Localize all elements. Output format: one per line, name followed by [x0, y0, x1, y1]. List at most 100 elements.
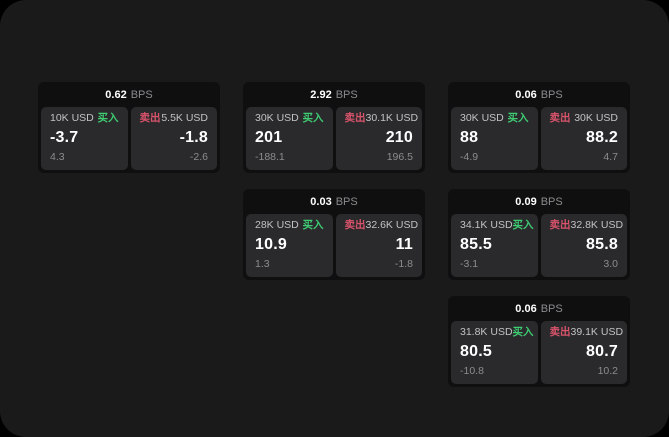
sell-quote-top-row: 卖出 32.6K USD	[344, 219, 419, 232]
quote-card-body: 34.1K USD 买入 85.5 -3.1 卖出 32.8K USD 85.8…	[448, 214, 630, 277]
quote-card: 0.06 BPS 31.8K USD 买入 80.5 -10.8 卖出 39.1…	[448, 296, 630, 387]
buy-size-label: 34.1K USD	[460, 219, 513, 231]
quote-card: 2.92 BPS 30K USD 买入 201 -188.1 卖出 30.1K …	[243, 82, 425, 173]
bps-header: 0.09 BPS	[448, 189, 630, 214]
buy-side-label: 买入	[302, 112, 324, 124]
bps-header: 0.62 BPS	[38, 82, 220, 107]
sell-price-value: 85.8	[586, 235, 618, 253]
buy-delta-value: -188.1	[255, 151, 285, 164]
sell-quote-top-row: 卖出 30.1K USD	[344, 112, 419, 125]
sell-price-value: 210	[385, 128, 413, 146]
bps-spread-value: 2.92	[310, 88, 332, 101]
buy-quote-panel[interactable]: 28K USD 买入 10.9 1.3	[246, 214, 333, 277]
sell-size-label: 5.5K USD	[161, 112, 208, 124]
sell-price-value: 80.7	[586, 342, 618, 360]
sell-quote-panel[interactable]: 卖出 30.1K USD 210 196.5	[335, 107, 422, 170]
bps-unit-label: BPS	[130, 88, 153, 101]
buy-quote-panel[interactable]: 30K USD 买入 201 -188.1	[246, 107, 333, 170]
sell-quote-panel[interactable]: 卖出 30K USD 88.2 4.7	[540, 107, 627, 170]
buy-delta-value: -3.1	[460, 258, 479, 271]
buy-price-value: -3.7	[50, 128, 79, 146]
quote-card-body: 10K USD 买入 -3.7 4.3 卖出 5.5K USD -1.8 -2.…	[38, 107, 220, 170]
sell-quote-panel[interactable]: 卖出 5.5K USD -1.8 -2.6	[130, 107, 217, 170]
buy-delta-value: 4.3	[50, 151, 65, 164]
buy-quote-top-row: 34.1K USD 买入	[460, 219, 534, 232]
quote-card-body: 30K USD 买入 88 -4.9 卖出 30K USD 88.2 4.7	[448, 107, 630, 170]
sell-delta-value: 3.0	[603, 258, 618, 271]
bps-unit-label: BPS	[540, 88, 563, 101]
sell-quote-top-row: 卖出 30K USD	[549, 112, 619, 125]
sell-side-label: 卖出	[549, 326, 571, 338]
buy-delta-value: 1.3	[255, 258, 270, 271]
buy-price-value: 201	[255, 128, 283, 146]
sell-side-label: 卖出	[549, 219, 571, 231]
buy-delta-value: -4.9	[460, 151, 479, 164]
buy-price-value: 10.9	[255, 235, 287, 253]
bps-header: 0.06 BPS	[448, 296, 630, 321]
buy-size-label: 31.8K USD	[460, 326, 513, 338]
sell-quote-top-row: 卖出 39.1K USD	[549, 326, 624, 339]
buy-price-value: 88	[460, 128, 479, 146]
bps-spread-value: 0.06	[515, 88, 537, 101]
buy-size-label: 28K USD	[255, 219, 299, 231]
sell-quote-panel[interactable]: 卖出 32.6K USD 11 -1.8	[335, 214, 422, 277]
sell-delta-value: 10.2	[597, 365, 618, 378]
quote-card: 0.03 BPS 28K USD 买入 10.9 1.3 卖出 32.6K US…	[243, 189, 425, 280]
sell-size-label: 30.1K USD	[365, 112, 419, 124]
bps-header: 2.92 BPS	[243, 82, 425, 107]
quote-card-body: 31.8K USD 买入 80.5 -10.8 卖出 39.1K USD 80.…	[448, 321, 630, 384]
bps-spread-value: 0.03	[310, 195, 332, 208]
bps-unit-label: BPS	[540, 302, 563, 315]
buy-quote-panel[interactable]: 30K USD 买入 88 -4.9	[451, 107, 538, 170]
buy-quote-panel[interactable]: 34.1K USD 买入 85.5 -3.1	[451, 214, 538, 277]
sell-price-value: -1.8	[179, 128, 208, 146]
buy-quote-top-row: 30K USD 买入	[255, 112, 324, 125]
buy-side-label: 买入	[512, 326, 534, 338]
bps-unit-label: BPS	[335, 195, 358, 208]
sell-quote-panel[interactable]: 卖出 32.8K USD 85.8 3.0	[540, 214, 627, 277]
sell-size-label: 32.6K USD	[365, 219, 419, 231]
sell-delta-value: -1.8	[394, 258, 413, 271]
sell-side-label: 卖出	[344, 219, 366, 231]
buy-size-label: 30K USD	[460, 112, 504, 124]
quote-card: 0.09 BPS 34.1K USD 买入 85.5 -3.1 卖出 32.8K…	[448, 189, 630, 280]
buy-quote-top-row: 31.8K USD 买入	[460, 326, 534, 339]
sell-quote-top-row: 卖出 32.8K USD	[549, 219, 624, 232]
buy-quote-top-row: 10K USD 买入	[50, 112, 119, 125]
sell-quote-top-row: 卖出 5.5K USD	[139, 112, 209, 125]
buy-quote-panel[interactable]: 10K USD 买入 -3.7 4.3	[41, 107, 128, 170]
buy-side-label: 买入	[512, 219, 534, 231]
buy-price-value: 80.5	[460, 342, 492, 360]
sell-price-value: 11	[395, 235, 413, 253]
bps-header: 0.06 BPS	[448, 82, 630, 107]
sell-size-label: 32.8K USD	[570, 219, 624, 231]
buy-price-value: 85.5	[460, 235, 492, 253]
sell-size-label: 39.1K USD	[570, 326, 624, 338]
bps-spread-value: 0.62	[105, 88, 127, 101]
sell-side-label: 卖出	[549, 112, 571, 124]
bps-spread-value: 0.09	[515, 195, 537, 208]
quote-card-body: 30K USD 买入 201 -188.1 卖出 30.1K USD 210 1…	[243, 107, 425, 170]
buy-size-label: 30K USD	[255, 112, 299, 124]
sell-price-value: 88.2	[586, 128, 618, 146]
sell-delta-value: 4.7	[603, 151, 618, 164]
buy-quote-top-row: 28K USD 买入	[255, 219, 324, 232]
bps-spread-value: 0.06	[515, 302, 537, 315]
buy-side-label: 买入	[97, 112, 119, 124]
buy-quote-panel[interactable]: 31.8K USD 买入 80.5 -10.8	[451, 321, 538, 384]
sell-delta-value: -2.6	[189, 151, 208, 164]
sell-quote-panel[interactable]: 卖出 39.1K USD 80.7 10.2	[540, 321, 627, 384]
quote-card-body: 28K USD 买入 10.9 1.3 卖出 32.6K USD 11 -1.8	[243, 214, 425, 277]
sell-size-label: 30K USD	[574, 112, 618, 124]
bps-header: 0.03 BPS	[243, 189, 425, 214]
quote-card: 0.62 BPS 10K USD 买入 -3.7 4.3 卖出 5.5K USD…	[38, 82, 220, 173]
buy-size-label: 10K USD	[50, 112, 94, 124]
sell-delta-value: 196.5	[386, 151, 413, 164]
buy-delta-value: -10.8	[460, 365, 484, 378]
sell-side-label: 卖出	[344, 112, 366, 124]
bps-unit-label: BPS	[335, 88, 358, 101]
buy-side-label: 买入	[302, 219, 324, 231]
buy-quote-top-row: 30K USD 买入	[460, 112, 529, 125]
sell-side-label: 卖出	[139, 112, 161, 124]
